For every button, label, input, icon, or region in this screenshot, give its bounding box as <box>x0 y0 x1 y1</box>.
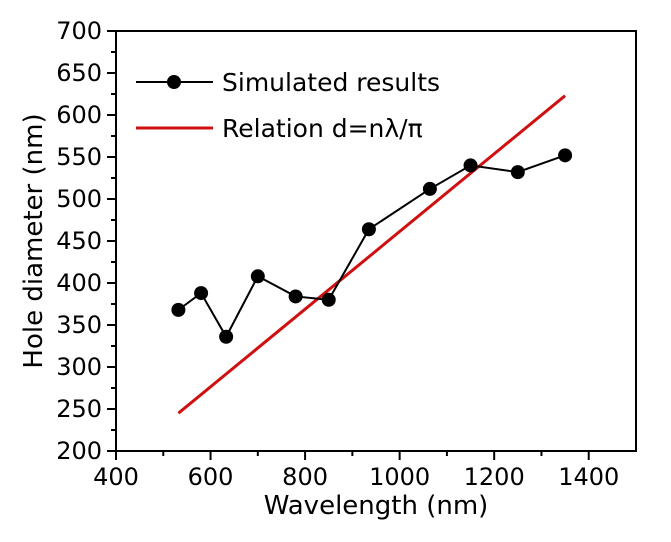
y-tick-label: 350 <box>56 311 102 339</box>
y-tick-label: 650 <box>56 59 102 87</box>
legend-marker-simulated <box>167 75 181 89</box>
series-line-relation <box>177 94 567 415</box>
legend-label-relation: Relation d=nλ/π <box>222 114 423 143</box>
legend-label-simulated: Simulated results <box>222 68 440 97</box>
x-tick-label: 1200 <box>464 463 525 491</box>
data-point-simulated <box>288 289 303 304</box>
data-point-simulated <box>463 158 478 173</box>
data-point-simulated <box>250 269 265 284</box>
plot-frame <box>115 30 637 452</box>
x-axis-title: Wavelength (nm) <box>264 491 489 521</box>
x-tick-label: 400 <box>93 463 139 491</box>
x-tick-label: 1000 <box>369 463 430 491</box>
y-tick-label: 200 <box>56 437 102 465</box>
y-tick-label: 700 <box>56 17 102 45</box>
series-line-simulated <box>177 154 566 339</box>
data-point-simulated <box>422 181 437 196</box>
legend: Simulated results Relation d=nλ/π <box>136 68 440 143</box>
y-tick-label: 600 <box>56 101 102 129</box>
x-tick-label: 1400 <box>558 463 619 491</box>
x-tick-label: 800 <box>282 463 328 491</box>
data-point-simulated <box>194 286 209 301</box>
y-tick-label: 550 <box>56 143 102 171</box>
y-tick-label: 500 <box>56 185 102 213</box>
y-tick-label: 300 <box>56 353 102 381</box>
data-point-simulated <box>171 302 186 317</box>
y-tick-label: 400 <box>56 269 102 297</box>
data-point-simulated <box>321 292 336 307</box>
y-tick-label: 250 <box>56 395 102 423</box>
y-tick-label: 450 <box>56 227 102 255</box>
ticks-layer: 400 600 800 1000 1200 1400 200 250 300 350 400 450 5… <box>56 17 619 491</box>
y-axis-title: Hole diameter (nm) <box>19 113 49 368</box>
data-point-simulated <box>510 165 525 180</box>
data-point-simulated <box>219 329 234 344</box>
data-point-simulated <box>361 222 376 237</box>
data-point-simulated <box>558 148 573 163</box>
series-layer <box>171 94 573 415</box>
x-tick-label: 600 <box>188 463 234 491</box>
labels-layer: Wavelength (nm) Hole diameter (nm) <box>19 113 488 521</box>
